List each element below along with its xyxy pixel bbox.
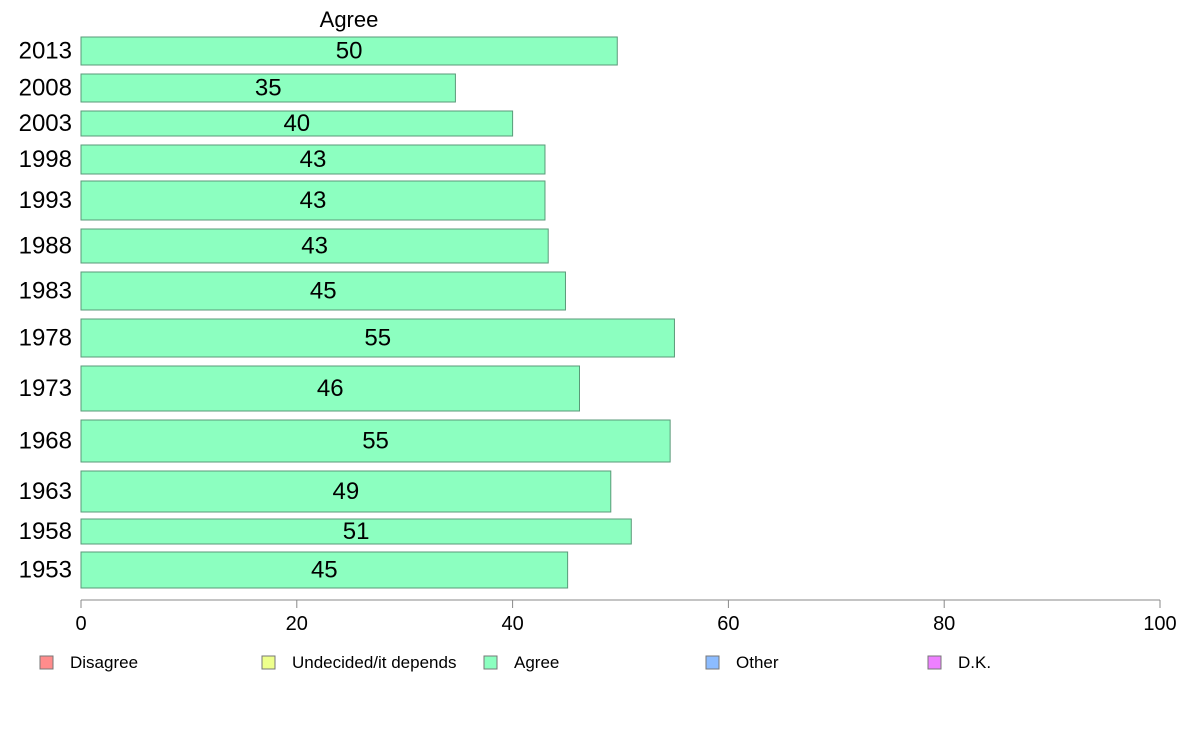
- bar-1998: [80, 144, 546, 175]
- x-tick-label-20: 20: [286, 613, 308, 635]
- data-label-1953: 45: [311, 557, 338, 584]
- year-label-1963: 1963: [19, 478, 72, 505]
- legend-swatch-agree: [483, 655, 498, 670]
- data-label-1993: 43: [300, 187, 327, 214]
- year-label-1988: 1988: [19, 233, 72, 260]
- year-label-1968: 1968: [19, 428, 72, 455]
- data-label-1983: 45: [310, 278, 337, 305]
- data-label-1968: 55: [362, 428, 389, 455]
- data-label-1978: 55: [364, 325, 391, 352]
- bar-1968: [80, 419, 671, 463]
- data-label-1998: 43: [300, 146, 327, 173]
- data-label-2008: 35: [255, 75, 282, 102]
- data-label-1973: 46: [317, 375, 344, 402]
- bar-1963: [80, 470, 612, 513]
- bar-1983: [80, 271, 566, 311]
- year-labels: 2013 2008 2003 1998 1993 1988 1983 1978 1973 1968…: [19, 38, 72, 584]
- data-label-1963: 49: [333, 478, 360, 505]
- year-label-2003: 2003: [19, 110, 72, 137]
- year-label-1978: 1978: [19, 325, 72, 352]
- year-label-1973: 1973: [19, 375, 72, 402]
- year-label-1993: 1993: [19, 187, 72, 214]
- x-tick-label-60: 60: [717, 613, 739, 635]
- data-label-2013: 50: [336, 38, 363, 65]
- legend-label-other: Other: [736, 653, 779, 672]
- year-label-1953: 1953: [19, 557, 72, 584]
- legend-swatch-undecided-it-depends: [261, 655, 276, 670]
- year-label-1958: 1958: [19, 518, 72, 545]
- bar-1993: [80, 180, 546, 221]
- year-label-2008: 2008: [19, 75, 72, 102]
- bar-1978: [80, 318, 675, 358]
- bar-1973: [80, 365, 580, 412]
- bar-1953: [80, 551, 569, 589]
- x-tick-label-0: 0: [75, 613, 86, 635]
- legend-label-undecided-it-depends: Undecided/it depends: [292, 653, 456, 672]
- legend: Disagree Undecided/it depends Agree Other D.…: [39, 653, 991, 672]
- bar-2008: [80, 73, 456, 103]
- bar-2003: [80, 110, 514, 137]
- x-tick-label-40: 40: [501, 613, 523, 635]
- data-label-2003: 40: [283, 110, 310, 137]
- x-axis: 0 20 40 60 80 100: [75, 599, 1177, 635]
- legend-label-disagree: Disagree: [70, 653, 138, 672]
- legend-swatch-d-k: [927, 655, 942, 670]
- x-tick-label-100: 100: [1143, 613, 1176, 635]
- data-label-1988: 43: [301, 233, 328, 260]
- legend-swatch-disagree: [39, 655, 54, 670]
- legend-swatch-other: [705, 655, 720, 670]
- legend-label-d-k: D.K.: [958, 653, 991, 672]
- data-label-1958: 51: [343, 518, 370, 545]
- year-label-1983: 1983: [19, 278, 72, 305]
- x-tick-label-80: 80: [933, 613, 955, 635]
- panel-title: Agree: [320, 7, 379, 32]
- bar-1988: [80, 228, 549, 264]
- bar-1958: [80, 518, 632, 545]
- bar-2013: [80, 36, 618, 66]
- legend-label-agree: Agree: [514, 653, 559, 672]
- year-label-1998: 1998: [19, 146, 72, 173]
- year-label-2013: 2013: [19, 38, 72, 65]
